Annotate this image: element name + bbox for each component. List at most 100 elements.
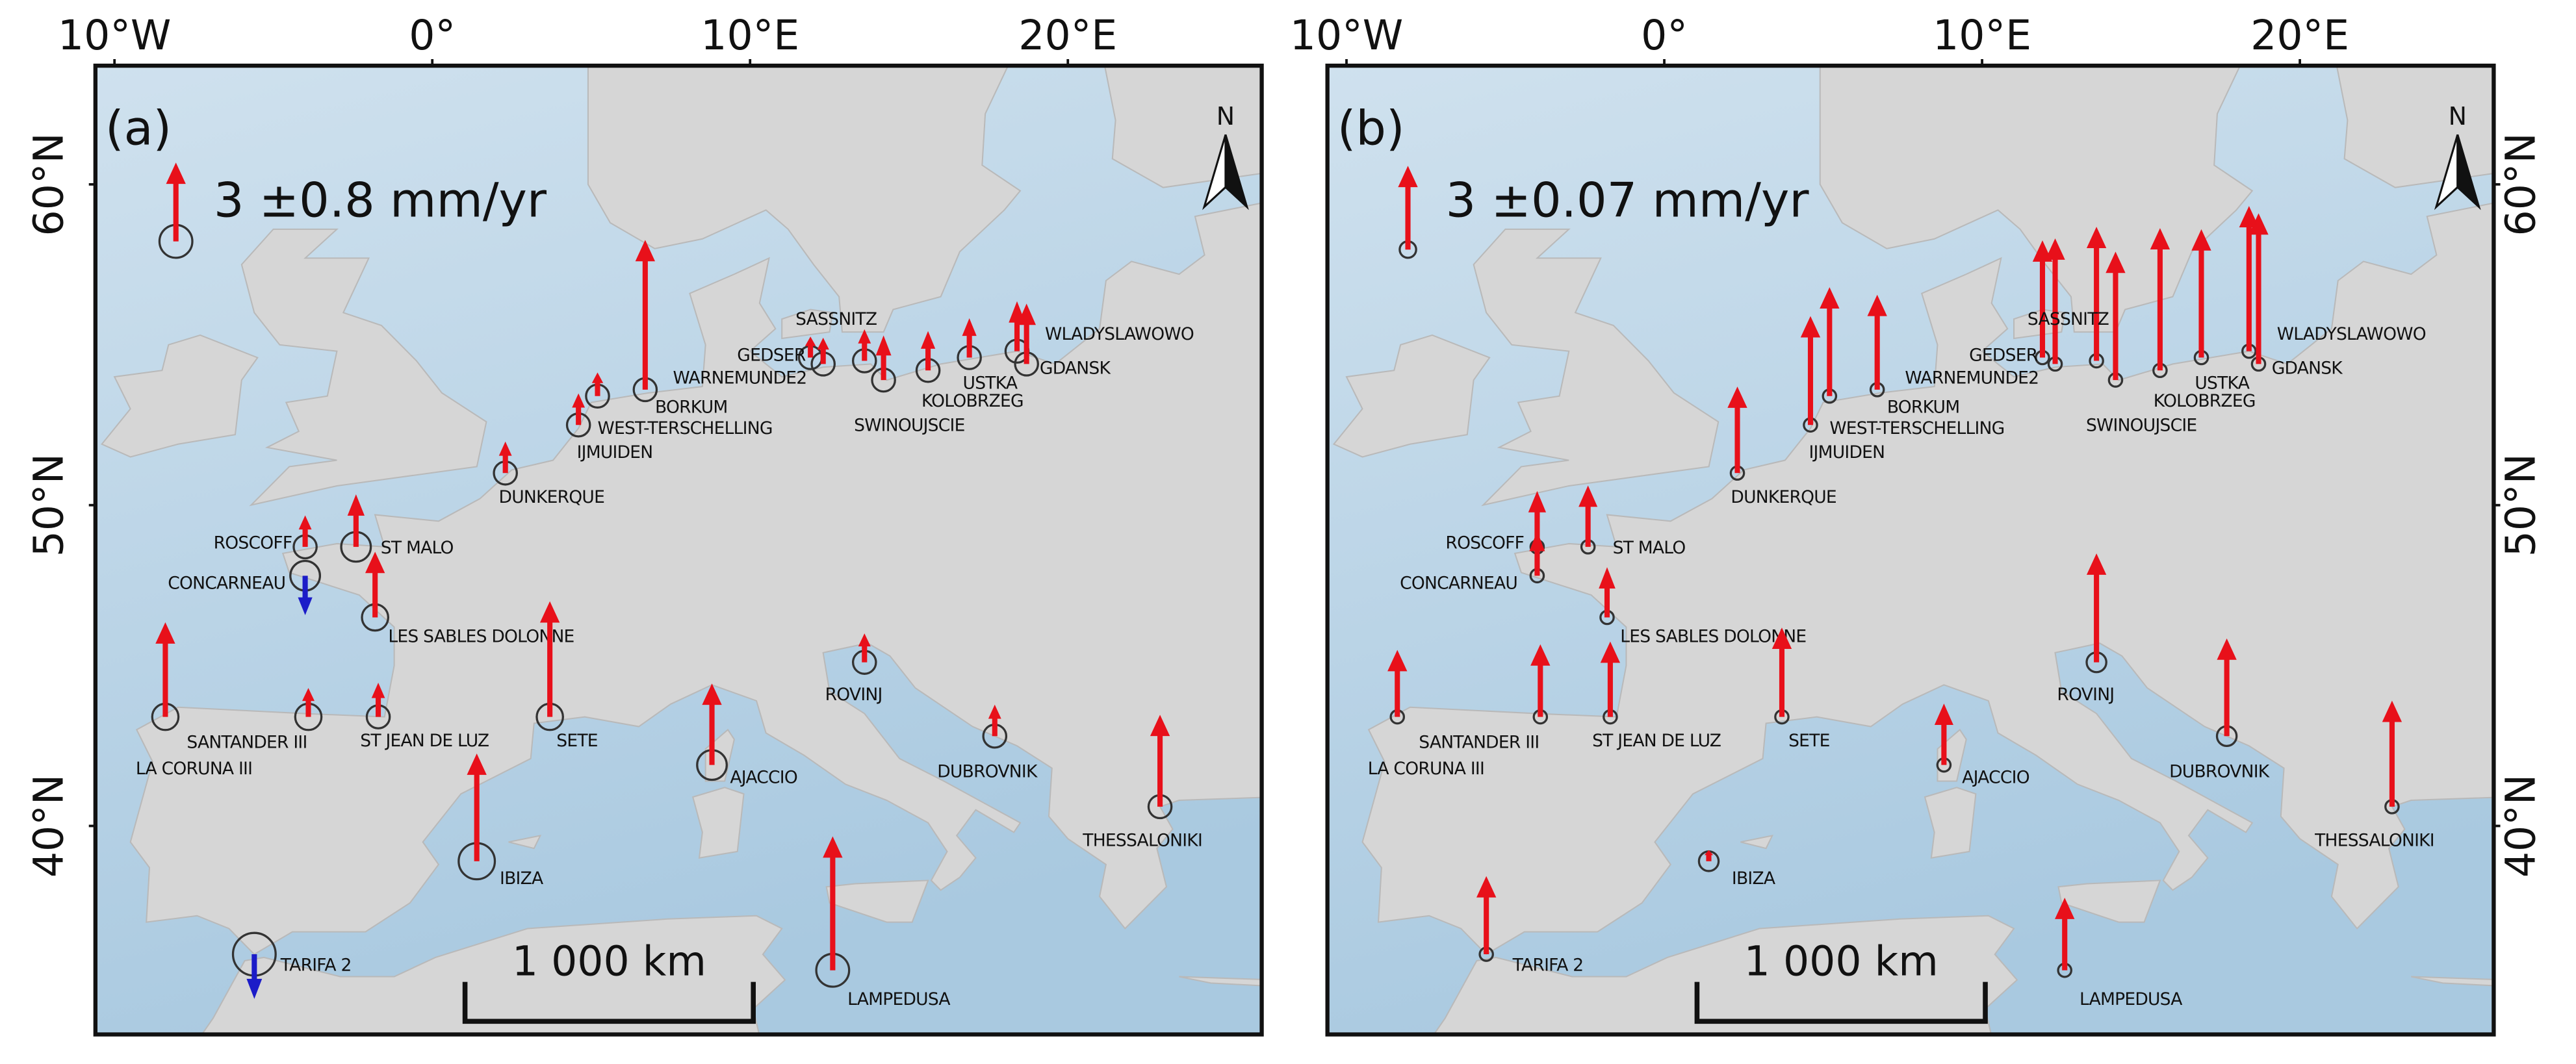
station-label: WLADYSLAWOWO bbox=[2277, 324, 2426, 344]
motion-arrow bbox=[805, 336, 816, 358]
map-frame bbox=[93, 63, 1264, 1037]
x-tick-label: 20°E bbox=[2250, 11, 2349, 59]
motion-arrow bbox=[246, 954, 263, 999]
y-tick-label: 50°N bbox=[2497, 453, 2545, 557]
land bbox=[781, 309, 834, 340]
x-tick-label: 20°E bbox=[1018, 11, 1117, 59]
motion-arrow bbox=[166, 162, 186, 242]
y-tick-label: 40°N bbox=[24, 774, 72, 878]
motion-arrow bbox=[1528, 490, 1547, 547]
y-tick-label: 60°N bbox=[2497, 133, 2545, 236]
station-label: LAMPEDUSA bbox=[2080, 989, 2182, 1009]
motion-arrow bbox=[1530, 644, 1551, 717]
motion-arrow bbox=[155, 622, 175, 717]
motion-arrow bbox=[2217, 638, 2237, 737]
x-tick-label: 10°W bbox=[1290, 11, 1403, 59]
station-label: GEDSER bbox=[1969, 346, 2038, 366]
x-tick-label: 0° bbox=[1641, 11, 1688, 59]
station-label: ROVINJ bbox=[825, 685, 882, 705]
north-arrow bbox=[1224, 134, 1249, 210]
motion-arrow bbox=[1771, 627, 1792, 717]
land bbox=[825, 880, 929, 923]
north-label: N bbox=[2449, 102, 2467, 131]
station-label: TARIFA 2 bbox=[1512, 955, 1584, 975]
motion-arrow bbox=[1867, 294, 1887, 390]
motion-arrow bbox=[962, 318, 977, 358]
motion-arrow bbox=[298, 515, 312, 547]
motion-arrow bbox=[823, 836, 843, 970]
motion-arrow bbox=[1009, 301, 1025, 351]
station-label: THESSALONIKI bbox=[1082, 831, 1202, 851]
motion-arrow bbox=[2055, 898, 2075, 970]
motion-arrow bbox=[1820, 287, 1840, 396]
station-label: GEDSER bbox=[737, 346, 806, 366]
motion-arrow bbox=[817, 337, 829, 364]
legend-label: 3 ±0.8 mm/yr bbox=[214, 173, 547, 229]
motion-arrow bbox=[1529, 531, 1545, 576]
motion-arrow bbox=[467, 754, 487, 861]
station-label: IJMUIDEN bbox=[577, 442, 653, 462]
station-label: GDANSK bbox=[1040, 359, 1111, 379]
station-label: KOLOBRZEG bbox=[2154, 391, 2256, 411]
land bbox=[1332, 334, 1491, 458]
station-label: DUBROVNIK bbox=[2169, 761, 2270, 781]
map-layer: DUNKERQUE ROSCOFF ST MALO CONCARNEAU LES SAB… bbox=[95, 66, 1262, 1035]
motion-arrow bbox=[1599, 567, 1616, 618]
land bbox=[587, 66, 1022, 333]
land bbox=[2411, 976, 2494, 987]
station-label: IJMUIDEN bbox=[1809, 442, 1885, 462]
land bbox=[101, 334, 259, 458]
station-label: DUNKERQUE bbox=[1731, 487, 1836, 507]
motion-arrow bbox=[371, 683, 385, 717]
motion-arrow bbox=[2086, 227, 2107, 361]
station-label: CONCARNEAU bbox=[168, 574, 285, 594]
station-label: DUNKERQUE bbox=[499, 487, 605, 507]
station-label: USTKA bbox=[963, 374, 1018, 394]
y-tick-label: 40°N bbox=[2497, 774, 2545, 878]
land bbox=[1361, 202, 2494, 956]
motion-arrow bbox=[498, 441, 512, 474]
station-label: LA CORUNA III bbox=[1368, 759, 1484, 779]
station-label: WARNEMUNDE2 bbox=[1905, 368, 2039, 388]
station-label: LA CORUNA III bbox=[136, 759, 252, 779]
land bbox=[2336, 66, 2494, 188]
land bbox=[1924, 787, 1977, 859]
motion-arrow bbox=[572, 393, 586, 425]
station-label: AJACCIO bbox=[1962, 767, 2029, 787]
motion-arrow bbox=[875, 335, 892, 381]
legend-label: 3 ±0.07 mm/yr bbox=[1446, 173, 1810, 229]
station-label: ROSCOFF bbox=[214, 533, 292, 553]
station-label: SANTANDER III bbox=[187, 733, 307, 753]
station-label: BORKUM bbox=[1887, 397, 1960, 417]
station-label: KOLOBRZEG bbox=[921, 391, 1024, 411]
x-tick-label: 0° bbox=[409, 11, 456, 59]
map-frame bbox=[1325, 63, 2496, 1037]
station-label: ST JEAN DE LUZ bbox=[1592, 731, 1721, 751]
panel-label: (b) bbox=[1337, 101, 1405, 156]
land bbox=[1740, 834, 1773, 850]
land bbox=[1103, 66, 1262, 188]
x-tick-label: 10°W bbox=[58, 11, 171, 59]
station-label: WLADYSLAWOWO bbox=[1045, 324, 1194, 344]
motion-arrow bbox=[1387, 650, 1408, 717]
motion-arrow bbox=[920, 331, 936, 371]
land bbox=[1473, 228, 1719, 507]
motion-arrow bbox=[1476, 876, 1497, 955]
motion-arrow bbox=[2239, 206, 2260, 351]
motion-arrow bbox=[2150, 228, 2170, 371]
station-label: ST MALO bbox=[381, 538, 454, 558]
station-label: ROSCOFF bbox=[1445, 533, 1524, 553]
land bbox=[240, 228, 487, 507]
land bbox=[129, 202, 1262, 956]
motion-arrow bbox=[365, 551, 385, 618]
motion-arrow bbox=[539, 601, 560, 717]
station-label: SWINOUJSCIE bbox=[854, 415, 965, 435]
land bbox=[2057, 880, 2161, 923]
motion-arrow bbox=[1578, 485, 1598, 547]
motion-arrow bbox=[1727, 386, 1747, 474]
scale-bar-label: 1 000 km bbox=[1744, 937, 1938, 985]
land bbox=[1433, 915, 2018, 1035]
motion-arrow bbox=[2032, 240, 2053, 358]
